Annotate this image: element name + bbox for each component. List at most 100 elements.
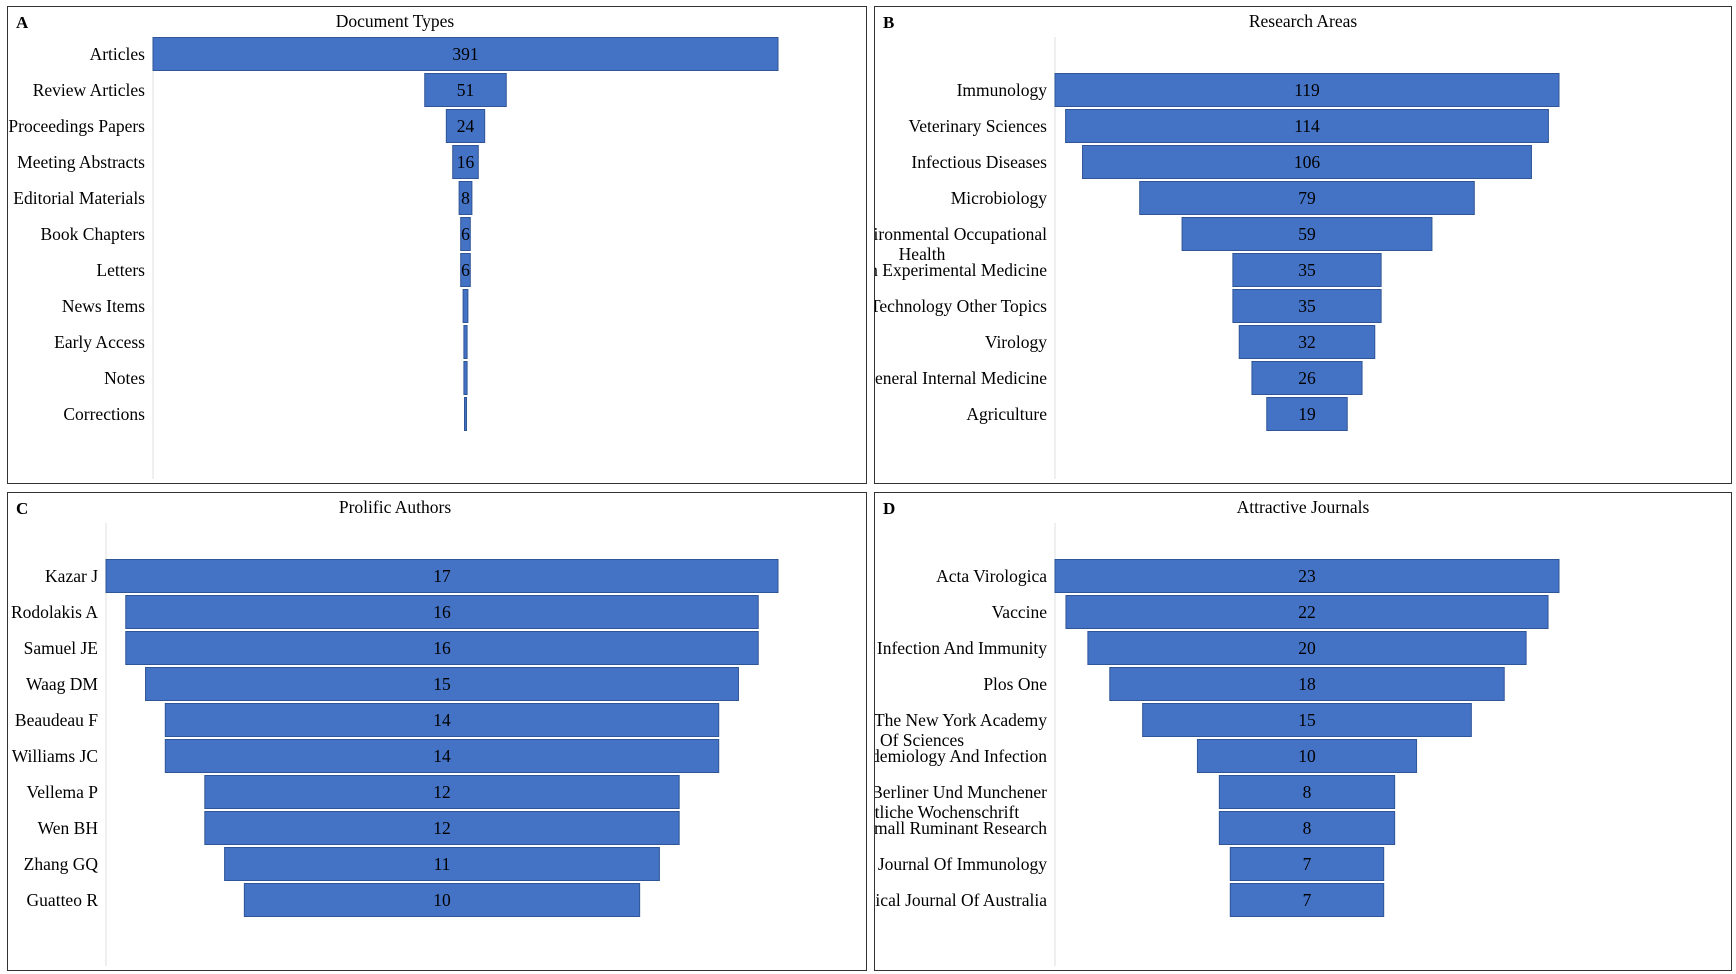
category-label: Acta Virologica	[936, 566, 1047, 586]
data-label: 11	[434, 854, 451, 874]
category-label: Guatteo R	[27, 890, 99, 910]
category-label: Immunology	[957, 80, 1048, 100]
funnel-bar	[460, 253, 471, 287]
data-label: 119	[1294, 80, 1320, 100]
funnel-bar	[125, 595, 759, 629]
data-label: 12	[433, 782, 451, 802]
panel-letter: D	[883, 499, 896, 518]
data-label: 20	[1298, 638, 1316, 658]
funnel-bar	[1065, 109, 1549, 143]
funnel-bar	[424, 73, 507, 107]
data-label: 114	[1294, 116, 1320, 136]
data-label: 17	[433, 566, 451, 586]
category-label: Samuel JE	[24, 638, 98, 658]
category-label: Public Environmental Occupational	[875, 224, 1047, 244]
category-label: Kazar J	[45, 566, 98, 586]
category-label: Research Experimental Medicine	[875, 260, 1047, 280]
data-label: 19	[1298, 404, 1316, 424]
data-label: 106	[1294, 152, 1321, 172]
funnel-bar	[1229, 883, 1385, 917]
category-label: Infection And Immunity	[877, 638, 1047, 658]
funnel-bar	[460, 217, 471, 251]
category-label: Microbiology	[951, 188, 1047, 208]
funnel-bar	[1229, 847, 1385, 881]
funnel-bar	[1251, 361, 1363, 395]
data-label: 51	[457, 80, 475, 100]
funnel-bar	[152, 37, 779, 71]
panel-document-types: A Document Types 391 Articles 51 Review Arti…	[7, 6, 867, 484]
category-label: Letters	[96, 260, 145, 280]
category-label: Annals Of The New York Academy	[875, 710, 1047, 730]
data-label: 23	[1298, 566, 1316, 586]
category-label: Rodolakis A	[11, 602, 98, 622]
funnel-bar	[204, 775, 680, 809]
data-label: 10	[1298, 746, 1316, 766]
data-label: 15	[1298, 710, 1316, 730]
category-label: Williams JC	[12, 746, 98, 766]
funnel-bar	[1082, 145, 1532, 179]
funnel-bar	[452, 145, 479, 179]
data-label: 35	[1298, 260, 1316, 280]
data-label: 35	[1298, 296, 1316, 316]
category-label: Berliner Und Munchener	[875, 782, 1047, 802]
category-label: Journal Of Immunology	[878, 854, 1047, 874]
category-label: Medical Journal Of Australia	[875, 890, 1047, 910]
funnel-bar	[1142, 703, 1472, 737]
panel-research-areas: B Research Areas 119 Immunology 114 Veterina…	[874, 6, 1732, 484]
panel-letter: C	[16, 499, 29, 518]
funnel-bar	[1218, 775, 1396, 809]
funnel-bar	[1181, 217, 1433, 251]
funnel-bar	[204, 811, 680, 845]
category-label: Corrections	[63, 404, 145, 424]
funnel-bar	[1109, 667, 1505, 701]
category-label: Tierarztliche Wochenschrift	[875, 802, 1019, 822]
data-label: 15	[433, 674, 451, 694]
chart-title: Research Areas	[1249, 11, 1358, 31]
funnel-bar	[445, 109, 486, 143]
funnel-bar	[1266, 397, 1348, 431]
funnel-bar	[462, 289, 469, 323]
data-label: 7	[1303, 854, 1312, 874]
data-label: 7	[1303, 890, 1312, 910]
category-label: Articles	[90, 44, 146, 64]
panel-prolific-authors: C Prolific Authors 17 Kazar J 16 Rodolakis A…	[7, 492, 867, 971]
category-label: Review Articles	[33, 80, 145, 100]
category-label: News Items	[62, 296, 145, 316]
funnel-bar	[463, 361, 468, 395]
category-label: Science Technology Other Topics	[875, 296, 1047, 316]
funnel-bar	[1238, 325, 1376, 359]
category-label: Beaudeau F	[15, 710, 98, 730]
data-label: 16	[433, 602, 451, 622]
chart-title: Attractive Journals	[1237, 497, 1370, 517]
funnel-bar	[243, 883, 641, 917]
data-label: 8	[1303, 818, 1312, 838]
funnel-bar	[105, 559, 779, 593]
panel-letter: B	[883, 13, 895, 32]
funnel-bar	[1054, 73, 1560, 107]
category-label: Vellema P	[27, 782, 99, 802]
funnel-chart-research-areas: Research Areas 119 Immunology 114 Veterinary…	[875, 11, 1560, 479]
category-label: Wen BH	[38, 818, 99, 838]
funnel-bar	[1232, 289, 1382, 323]
category-label: Virology	[985, 332, 1047, 352]
category-label: Zhang GQ	[24, 854, 99, 874]
data-label: 8	[1303, 782, 1312, 802]
category-label: Veterinary Sciences	[909, 116, 1048, 136]
funnel-bar	[458, 181, 473, 215]
data-label: 8	[461, 188, 470, 208]
category-label: Of Sciences	[880, 730, 964, 750]
data-label: 79	[1298, 188, 1316, 208]
category-label: Small Ruminant Research	[875, 818, 1047, 838]
category-label: Notes	[104, 368, 145, 388]
data-label: 14	[433, 746, 451, 766]
funnel-bar	[164, 703, 720, 737]
funnel-chart-document-types: Document Types 391 Articles 51 Review Articl…	[8, 11, 779, 479]
data-label: 6	[461, 260, 470, 280]
funnel-chart-attractive-journals: Attractive Journals 23 Acta Virologica 22 Va…	[875, 497, 1560, 966]
panel-letter: A	[16, 13, 29, 32]
funnel-bar	[125, 631, 759, 665]
category-label: Early Access	[54, 332, 145, 352]
funnel-bar	[164, 739, 720, 773]
data-label: 16	[433, 638, 451, 658]
category-label: Infectious Diseases	[911, 152, 1047, 172]
